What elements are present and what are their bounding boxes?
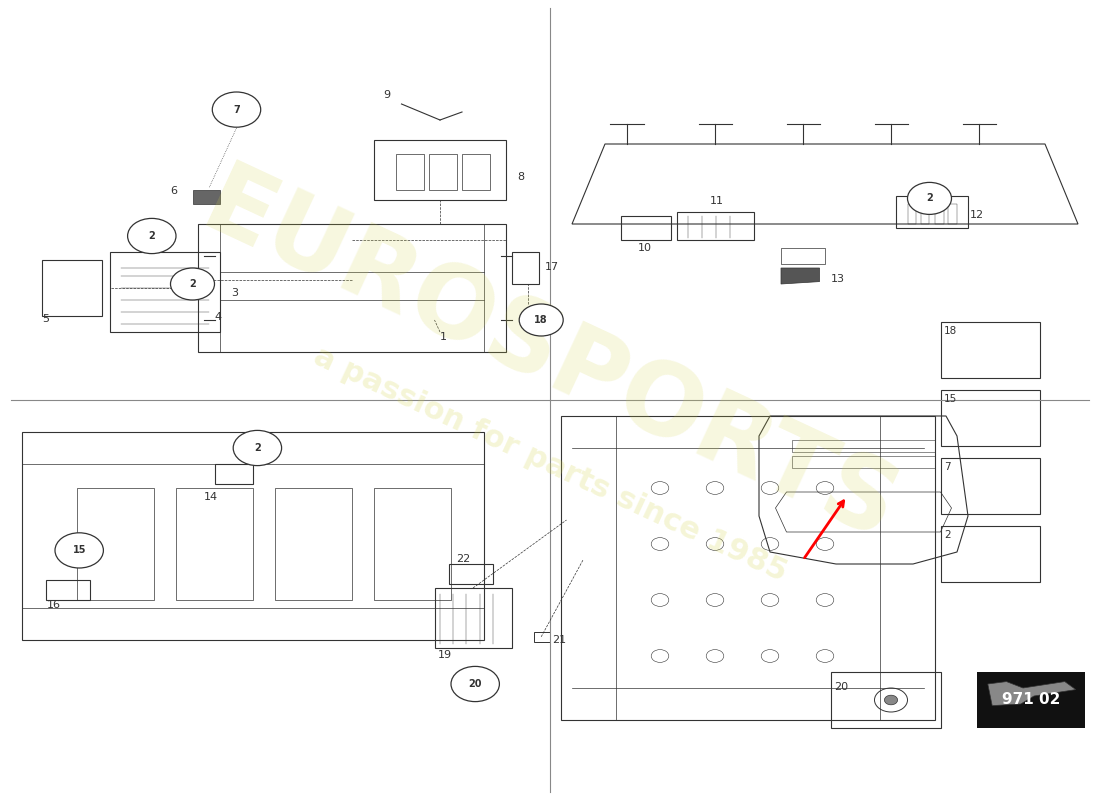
Bar <box>374 140 506 200</box>
Text: EUROSPORTS: EUROSPORTS <box>188 157 912 563</box>
Bar <box>110 252 220 332</box>
Bar <box>940 458 1040 514</box>
Bar <box>940 390 1040 446</box>
Text: 9: 9 <box>383 90 389 100</box>
Bar <box>830 672 940 728</box>
Bar <box>940 322 1040 378</box>
Bar <box>948 204 957 224</box>
Bar <box>192 190 220 204</box>
Text: 15: 15 <box>944 394 957 404</box>
Circle shape <box>908 182 952 214</box>
Text: 2: 2 <box>189 279 196 289</box>
Text: 2: 2 <box>926 194 933 203</box>
Text: 22: 22 <box>456 554 471 563</box>
Circle shape <box>212 92 261 127</box>
Bar <box>935 204 944 224</box>
Text: 12: 12 <box>970 210 985 220</box>
Bar <box>512 252 539 284</box>
Bar <box>429 154 456 190</box>
Text: 4: 4 <box>214 312 221 322</box>
Text: 15: 15 <box>73 546 86 555</box>
Bar <box>396 154 424 190</box>
Circle shape <box>55 533 103 568</box>
Text: 16: 16 <box>47 600 62 610</box>
Bar <box>792 440 935 452</box>
Text: 17: 17 <box>544 262 559 272</box>
Text: 6: 6 <box>170 186 177 196</box>
Polygon shape <box>988 682 1076 706</box>
Circle shape <box>451 666 499 702</box>
Circle shape <box>519 304 563 336</box>
Text: 20: 20 <box>834 682 848 691</box>
Bar <box>621 216 671 240</box>
Bar <box>275 488 352 600</box>
Bar <box>374 488 451 600</box>
Text: 1: 1 <box>440 332 447 342</box>
Text: 2: 2 <box>148 231 155 241</box>
Text: 7: 7 <box>944 462 950 472</box>
Text: 14: 14 <box>204 492 218 502</box>
Text: 8: 8 <box>517 172 524 182</box>
Text: 3: 3 <box>231 288 238 298</box>
Bar <box>940 526 1040 582</box>
Bar <box>42 260 102 316</box>
Text: 19: 19 <box>438 650 452 659</box>
Circle shape <box>233 430 282 466</box>
Text: 10: 10 <box>638 243 652 253</box>
Bar <box>434 588 512 648</box>
Polygon shape <box>781 268 820 284</box>
Bar <box>214 464 253 484</box>
Bar <box>792 456 935 468</box>
Text: 13: 13 <box>830 274 845 284</box>
Text: 11: 11 <box>710 196 724 206</box>
Bar <box>449 564 493 584</box>
Bar <box>176 488 253 600</box>
Circle shape <box>170 268 214 300</box>
Text: 7: 7 <box>233 105 240 114</box>
Bar <box>977 672 1085 728</box>
Text: 971 02: 971 02 <box>1001 693 1060 707</box>
Bar <box>781 248 825 264</box>
Bar <box>46 580 90 600</box>
Text: 21: 21 <box>552 635 567 645</box>
Text: 2: 2 <box>254 443 261 453</box>
Text: a passion for parts since 1985: a passion for parts since 1985 <box>309 342 791 586</box>
Bar <box>534 632 550 642</box>
Text: 2: 2 <box>944 530 950 541</box>
Text: 5: 5 <box>42 314 48 323</box>
Text: 18: 18 <box>535 315 548 325</box>
Circle shape <box>884 695 898 705</box>
Bar <box>77 488 154 600</box>
Bar <box>676 212 754 240</box>
Circle shape <box>128 218 176 254</box>
Bar <box>908 204 916 224</box>
Text: 20: 20 <box>469 679 482 689</box>
Bar <box>896 196 968 228</box>
Bar <box>462 154 490 190</box>
Text: 18: 18 <box>944 326 957 337</box>
Bar <box>921 204 929 224</box>
